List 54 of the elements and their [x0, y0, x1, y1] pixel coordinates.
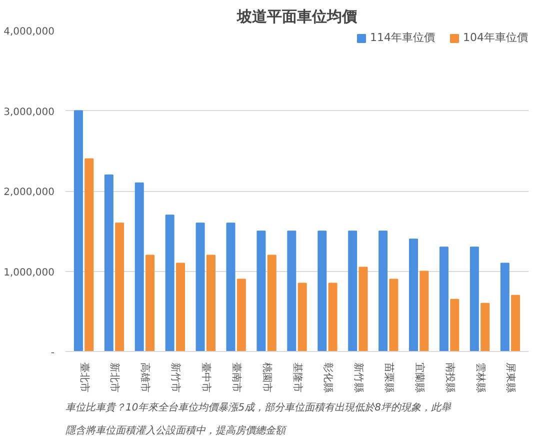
bar: [389, 278, 398, 352]
y-tick-label: -: [50, 348, 55, 358]
x-tick-label: 基隆市: [292, 362, 304, 392]
bar: [165, 214, 174, 352]
chart-title: 坡道平面車位均價: [236, 8, 358, 26]
x-tick-label: 彰化縣: [322, 362, 334, 392]
bar: [115, 222, 124, 352]
bar: [328, 282, 338, 352]
x-tick-label: 宜蘭縣: [413, 362, 426, 392]
bar: [206, 254, 216, 352]
x-tick-label: 新竹市: [170, 362, 182, 392]
legend-label: 104年車位價: [463, 30, 528, 45]
bar: [287, 230, 296, 352]
x-tick-label: 屏東縣: [504, 362, 517, 392]
x-tick-label: 雲林縣: [474, 362, 486, 392]
bar: [511, 294, 520, 352]
bar: [74, 110, 83, 352]
y-tick-label: 4,000,000: [4, 26, 55, 38]
bar: [104, 174, 114, 352]
bar: [409, 238, 418, 352]
bar: [298, 282, 307, 352]
bar: [267, 254, 276, 352]
bar: [236, 278, 246, 352]
x-tick-label: 臺中市: [200, 362, 212, 392]
bar: [348, 230, 358, 352]
bar: [134, 182, 144, 352]
bar: [84, 158, 94, 352]
legend-label: 114年車位價: [370, 30, 435, 45]
x-tick-label: 桃園市: [261, 362, 274, 392]
x-tick-label: 臺南市: [230, 362, 243, 392]
bar: [226, 222, 236, 352]
bar: [439, 246, 448, 352]
x-tick-label: 南投縣: [444, 362, 456, 392]
y-tick-label: 1,000,000: [4, 267, 55, 278]
bar: [176, 262, 185, 352]
x-tick-label: 新竹縣: [352, 362, 364, 392]
bar: [318, 230, 327, 352]
bar: [378, 230, 388, 352]
bar: [146, 254, 155, 352]
bar: [256, 230, 266, 352]
bar: [480, 302, 490, 352]
bar: [450, 298, 460, 352]
x-tick-label: 新北市: [108, 362, 121, 392]
x-tick-label: 高雄市: [139, 362, 152, 392]
y-tick-label: 2,000,000: [4, 187, 55, 198]
bar: [196, 222, 205, 352]
bar: [500, 262, 510, 352]
bar: [470, 246, 479, 352]
bar: [420, 270, 429, 352]
bar: [358, 266, 368, 352]
x-tick-label: 臺北市: [78, 362, 90, 392]
text: 車位比車貴？10年來全台車位均價暴漲5成，部分車位面積有出現低於8坪的現象，此舉隱含將車位面積灌入公設面積中，提高房價總金額: [66, 402, 451, 436]
x-tick-label: 苗栗縣: [382, 362, 395, 392]
y-tick-label: 3,000,000: [4, 106, 55, 118]
